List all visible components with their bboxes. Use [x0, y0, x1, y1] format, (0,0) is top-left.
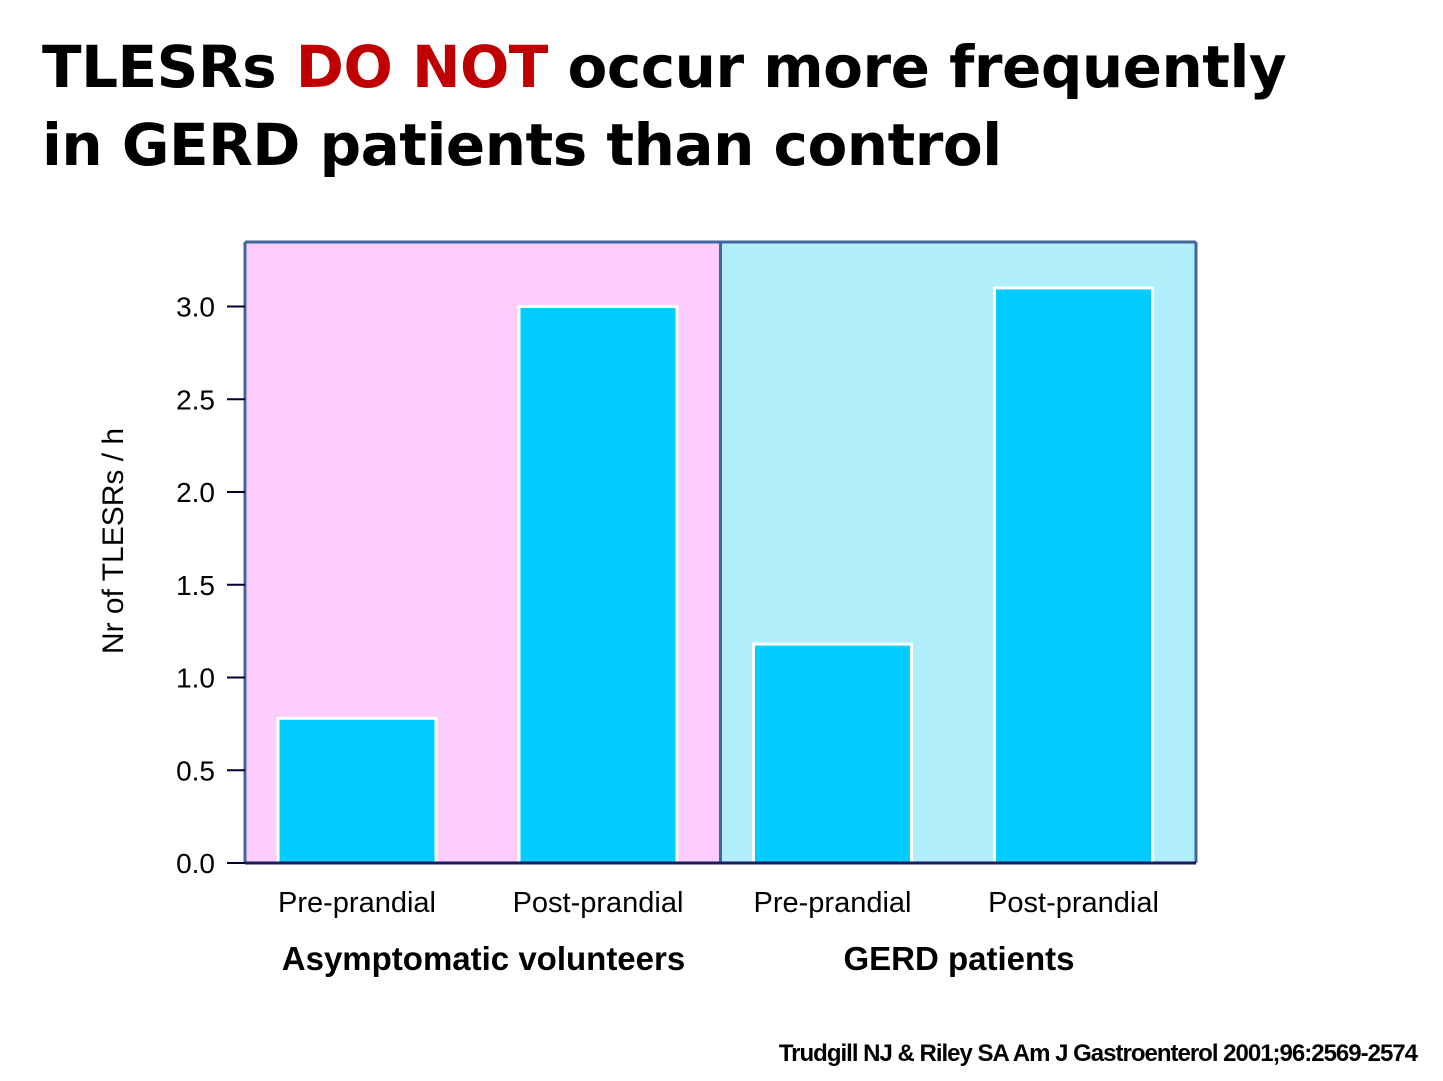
- x-tick-label: Post-prandial: [513, 887, 684, 919]
- x-tick-label: Pre-prandial: [754, 887, 912, 919]
- group-label: GERD patients: [843, 940, 1074, 977]
- citation: Trudgill NJ & Riley SA Am J Gastroentero…: [778, 1040, 1418, 1067]
- y-tick-label: 2.5: [176, 384, 215, 415]
- title-emphasis: DO NOT: [295, 33, 549, 101]
- bar: [517, 305, 679, 865]
- title-part-1: TLESRs: [42, 33, 296, 101]
- y-tick-label: 1.0: [176, 663, 215, 694]
- group-label: Asymptomatic volunteers: [282, 940, 685, 977]
- bar: [276, 716, 438, 865]
- y-tick-label: 0.0: [176, 848, 215, 879]
- x-tick-label: Post-prandial: [988, 887, 1159, 919]
- y-tick-label: 0.5: [176, 755, 215, 786]
- title-line-2: in GERD patients than control: [42, 111, 1002, 179]
- bar-chart: Pre-prandial Post-prandial Asymptomatic vo…: [97, 240, 1198, 977]
- bar: [752, 642, 913, 865]
- bar: [993, 286, 1154, 865]
- x-tick-label: Pre-prandial: [278, 887, 436, 919]
- y-tick-label: 1.5: [176, 570, 215, 601]
- title-part-2: occur more frequently: [547, 33, 1287, 101]
- slide-title: TLESRs DO NOT occur more frequently in GE…: [42, 28, 1422, 184]
- y-axis-label: Nr of TLESRs / h: [97, 428, 130, 654]
- y-tick-label: 3.0: [176, 292, 215, 323]
- y-tick-label: 2.0: [176, 477, 215, 508]
